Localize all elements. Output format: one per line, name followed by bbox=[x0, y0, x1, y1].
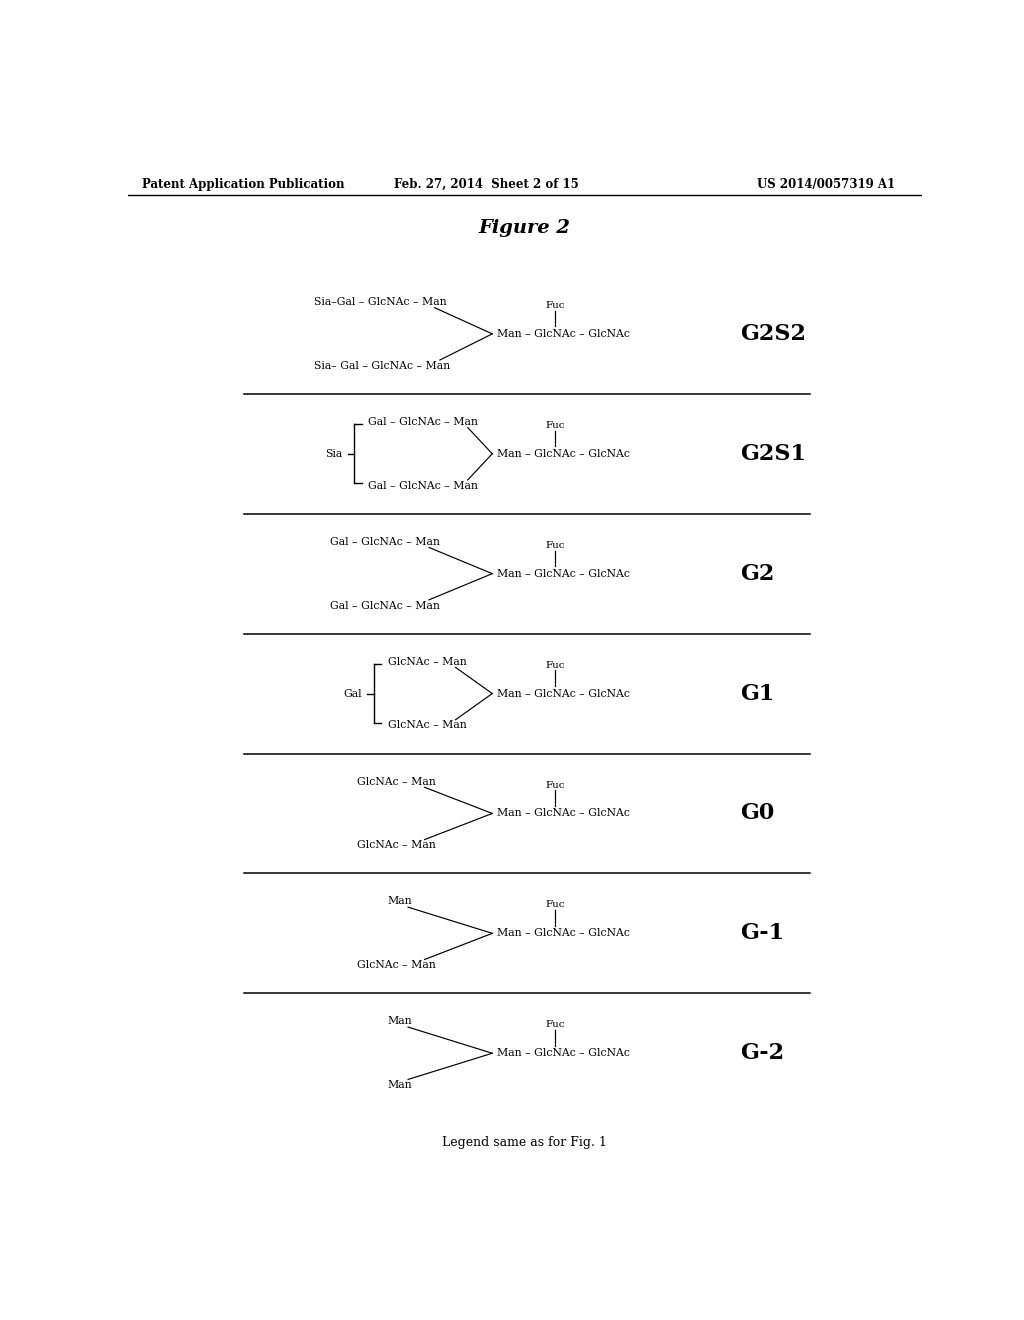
Text: Fuc: Fuc bbox=[546, 1020, 565, 1030]
Text: Man – GlcNAc – GlcNAc: Man – GlcNAc – GlcNAc bbox=[497, 808, 630, 818]
Text: GlcNAc – Man: GlcNAc – Man bbox=[356, 961, 435, 970]
Text: GlcNAc – Man: GlcNAc – Man bbox=[356, 841, 435, 850]
Text: Gal – GlcNAc – Man: Gal – GlcNAc – Man bbox=[369, 480, 478, 491]
Text: Man – GlcNAc – GlcNAc: Man – GlcNAc – GlcNAc bbox=[497, 329, 630, 339]
Text: GlcNAc – Man: GlcNAc – Man bbox=[356, 776, 435, 787]
Text: G0: G0 bbox=[740, 803, 774, 825]
Text: Man: Man bbox=[388, 1080, 413, 1090]
Text: Figure 2: Figure 2 bbox=[479, 219, 570, 236]
Text: G-2: G-2 bbox=[740, 1043, 784, 1064]
Text: Fuc: Fuc bbox=[546, 780, 565, 789]
Text: Man: Man bbox=[388, 896, 413, 907]
Text: Fuc: Fuc bbox=[546, 661, 565, 669]
Text: Man – GlcNAc – GlcNAc: Man – GlcNAc – GlcNAc bbox=[497, 689, 630, 698]
Text: Gal: Gal bbox=[343, 689, 362, 698]
Text: Man – GlcNAc – GlcNAc: Man – GlcNAc – GlcNAc bbox=[497, 1048, 630, 1059]
Text: Sia– Gal – GlcNAc – Man: Sia– Gal – GlcNAc – Man bbox=[314, 360, 451, 371]
Text: Fuc: Fuc bbox=[546, 541, 565, 550]
Text: Man – GlcNAc – GlcNAc: Man – GlcNAc – GlcNAc bbox=[497, 928, 630, 939]
Text: GlcNAc – Man: GlcNAc – Man bbox=[388, 656, 466, 667]
Text: Sia–Gal – GlcNAc – Man: Sia–Gal – GlcNAc – Man bbox=[314, 297, 446, 308]
Text: G2S1: G2S1 bbox=[740, 442, 806, 465]
Text: GlcNAc – Man: GlcNAc – Man bbox=[388, 721, 466, 730]
Text: Man: Man bbox=[388, 1016, 413, 1027]
Text: Gal – GlcNAc – Man: Gal – GlcNAc – Man bbox=[330, 537, 439, 546]
Text: Fuc: Fuc bbox=[546, 301, 565, 310]
Text: G2S2: G2S2 bbox=[740, 323, 806, 345]
Text: G1: G1 bbox=[740, 682, 774, 705]
Text: Fuc: Fuc bbox=[546, 900, 565, 909]
Text: Feb. 27, 2014  Sheet 2 of 15: Feb. 27, 2014 Sheet 2 of 15 bbox=[393, 178, 579, 190]
Text: G2: G2 bbox=[740, 562, 774, 585]
Text: Legend same as for Fig. 1: Legend same as for Fig. 1 bbox=[442, 1137, 607, 1148]
Text: Man – GlcNAc – GlcNAc: Man – GlcNAc – GlcNAc bbox=[497, 569, 630, 578]
Text: Gal – GlcNAc – Man: Gal – GlcNAc – Man bbox=[330, 601, 439, 611]
Text: Gal – GlcNAc – Man: Gal – GlcNAc – Man bbox=[369, 417, 478, 426]
Text: Sia: Sia bbox=[326, 449, 343, 459]
Text: Patent Application Publication: Patent Application Publication bbox=[142, 178, 344, 190]
Text: Man – GlcNAc – GlcNAc: Man – GlcNAc – GlcNAc bbox=[497, 449, 630, 459]
Text: US 2014/0057319 A1: US 2014/0057319 A1 bbox=[757, 178, 895, 190]
Text: G-1: G-1 bbox=[740, 923, 784, 944]
Text: Fuc: Fuc bbox=[546, 421, 565, 430]
